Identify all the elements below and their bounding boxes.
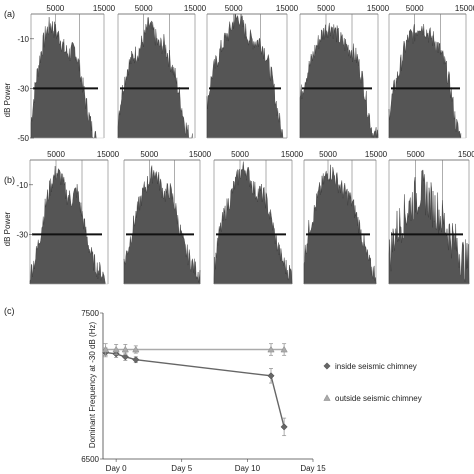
spectrum-area [29,166,106,285]
data-point [267,372,275,380]
spectrum-area [30,17,97,139]
series-outside [102,343,288,356]
x-tick-label: 15000 [365,150,388,159]
y-tick-label: -30 [17,84,29,93]
y-tick-label: 7500 [81,309,99,318]
data-point [102,345,110,353]
spectrum-2: 5000 15000 [123,150,212,285]
x-tick-label: 15000 [276,4,299,13]
data-point [280,423,288,431]
x-tick-label: 15000 [455,4,474,13]
x-tick-label: Day 10 [235,464,261,473]
spectrum-area [123,165,201,285]
spectrum-4: 5000 15000 [303,150,388,285]
spectrum-1: 5000 15000 [30,4,116,139]
series-line [105,351,285,428]
spectrum-3: 5000 15000 [213,150,304,285]
x-tick-label: 5000 [406,4,424,13]
x-tick-label: Day 15 [300,464,326,473]
x-tick-label: 5000 [140,150,158,159]
data-point [121,353,129,361]
data-point [132,356,140,364]
panel-a: 5000 15000 5000 15000 5000 15000 5000 15000 5000… [17,4,474,143]
data-point [121,345,129,353]
y-tick-label: -50 [17,134,29,143]
x-tick-label: 15000 [281,150,304,159]
y-tick-label: -30 [16,230,28,239]
x-tick-label: Day 5 [171,464,192,473]
data-point [280,345,288,353]
x-tick-label: 5000 [317,4,335,13]
spectrum-area [388,23,462,139]
x-tick-label: 5000 [46,4,64,13]
spectrum-4: 5000 15000 [299,4,390,139]
x-tick-label: 5000 [231,150,249,159]
legend-label: outside seismic chimney [335,394,422,403]
x-tick-label: 5000 [135,4,153,13]
x-tick-label: 15000 [189,150,212,159]
x-tick-label: Day 0 [106,464,127,473]
legend-marker [323,362,331,370]
x-tick-label: 5000 [407,150,425,159]
y-tick-label: -10 [17,35,29,44]
legend-label: inside seismic chimney [335,362,417,371]
x-tick-label: 15000 [367,4,390,13]
spectrum-2: 5000 15000 [117,4,207,139]
spectrum-1: 5000 15000 [29,150,120,285]
x-tick-label: 15000 [93,4,116,13]
y-tick-label: -10 [16,181,28,190]
panel-a-ylabel: dB Power [3,82,12,117]
legend: inside seismic chimney outside seismic ch… [323,362,422,403]
panel-c-ylabel: Dominant Frequency at -30 dB (Hz) [88,322,97,449]
x-tick-label: 5000 [225,4,243,13]
spectrum-area [303,164,377,285]
data-point [112,345,120,353]
x-tick-label: 15000 [97,150,120,159]
spectrum-3: 5000 15000 [206,4,299,139]
spectrum-area [388,169,470,285]
y-tick-label: 6500 [81,455,99,464]
panel-b: 5000 15000 5000 15000 5000 15000 5000 15000 5000… [16,150,474,285]
spectrum-5: 5000 15000 [388,4,474,139]
spectrum-area [206,13,287,139]
spectrum-area [299,22,379,139]
x-tick-label: 15000 [184,4,207,13]
data-point [132,345,140,353]
spectrum-area [117,17,193,139]
x-tick-label: 5000 [319,150,337,159]
spectrum-5: 5000 15000 [388,150,474,285]
x-tick-label: 5000 [47,150,65,159]
panel-c: 7500 6500 Day 0 Day 5 Day 10 Day 15 inside sei… [81,309,422,473]
panel-b-label: (b) [4,175,15,185]
data-point [267,345,275,353]
panel-b-ylabel: dB Power [3,211,12,246]
panel-a-label: (a) [4,9,15,19]
legend-marker [323,394,331,401]
panel-c-label: (c) [4,306,15,316]
series-inside [102,347,288,437]
spectrum-area [213,161,293,285]
x-tick-label: 15000 [458,150,474,159]
